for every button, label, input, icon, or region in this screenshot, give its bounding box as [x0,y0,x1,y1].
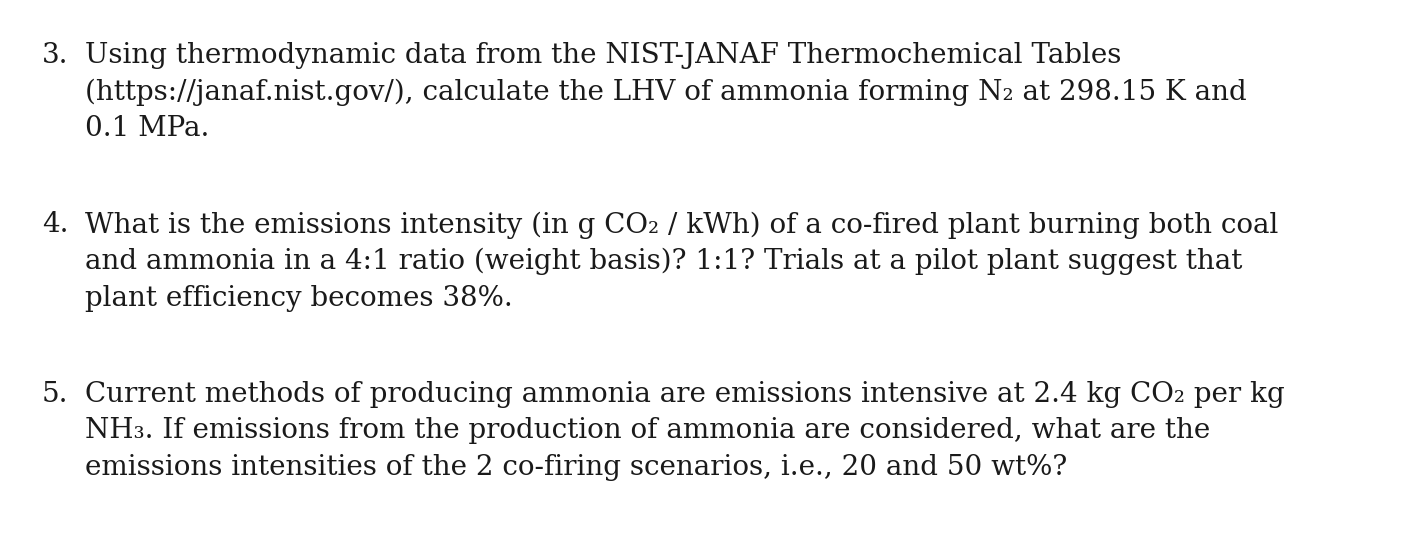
Text: 3.: 3. [41,42,68,69]
Text: Current methods of producing ammonia are emissions intensive at 2.4 kg CO₂ per k: Current methods of producing ammonia are… [85,381,1284,408]
Text: and ammonia in a 4:1 ratio (weight basis)? 1:1? Trials at a pilot plant suggest : and ammonia in a 4:1 ratio (weight basis… [85,248,1242,276]
Text: What is the emissions intensity (in g CO₂ / kWh) of a co-fired plant burning bot: What is the emissions intensity (in g CO… [85,212,1279,239]
Text: NH₃. If emissions from the production of ammonia are considered, what are the: NH₃. If emissions from the production of… [85,417,1210,444]
Text: 4.: 4. [41,212,68,239]
Text: emissions intensities of the 2 co-firing scenarios, i.e., 20 and 50 wt%?: emissions intensities of the 2 co-firing… [85,454,1067,481]
Text: 5.: 5. [41,381,68,408]
Text: (https://janaf.nist.gov/), calculate the LHV of ammonia forming N₂ at 298.15 K a: (https://janaf.nist.gov/), calculate the… [85,79,1247,106]
Text: Using thermodynamic data from the NIST-JANAF Thermochemical Tables: Using thermodynamic data from the NIST-J… [85,42,1121,69]
Text: plant efficiency becomes 38%.: plant efficiency becomes 38%. [85,284,513,311]
Text: 0.1 MPa.: 0.1 MPa. [85,115,209,142]
